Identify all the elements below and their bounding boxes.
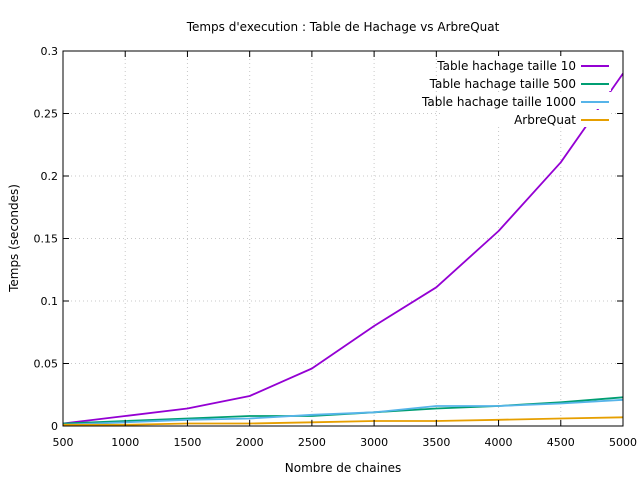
x-tick-label: 500	[53, 436, 74, 449]
x-tick-label: 3000	[360, 436, 388, 449]
x-tick-label: 4500	[547, 436, 575, 449]
grid-lines	[63, 51, 623, 426]
legend-entry-bg	[440, 74, 611, 91]
y-tick-label: 0.3	[41, 45, 59, 58]
legend-label: Table hachage taille 10	[436, 59, 576, 73]
x-tick-label: 3500	[422, 436, 450, 449]
legend-entry-bg	[440, 56, 611, 73]
axis-ticks	[62, 50, 624, 427]
x-tick-label: 4000	[485, 436, 513, 449]
y-tick-label: 0	[51, 420, 58, 433]
y-tick-label: 0.2	[41, 170, 59, 183]
series-lines	[62, 72, 624, 426]
legend-label: Table hachage taille 500	[429, 77, 576, 91]
legend-label: ArbreQuat	[514, 113, 576, 127]
y-tick-label: 0.15	[34, 233, 59, 246]
x-tick-label: 5000	[609, 436, 637, 449]
y-tick-label: 0.25	[34, 108, 59, 121]
x-axis-label: Nombre de chaines	[285, 461, 401, 475]
series-line-2	[62, 398, 624, 426]
y-axis-label: Temps (secondes)	[7, 184, 21, 293]
chart-title: Temps d'execution : Table de Hachage vs …	[186, 20, 500, 34]
legend-entry-bg	[440, 92, 611, 109]
legend-entry-bg	[440, 110, 611, 127]
x-tick-label: 2000	[236, 436, 264, 449]
y-tick-labels: 0 0.05 0.1 0.15 0.2 0.25 0.3	[34, 45, 59, 433]
series-line-0	[62, 72, 624, 425]
x-tick-label: 2500	[298, 436, 326, 449]
legend-label: Table hachage taille 1000	[421, 95, 576, 109]
x-tick-label: 1000	[111, 436, 139, 449]
y-tick-label: 0.1	[41, 295, 59, 308]
legend: Table hachage taille 10 Table hachage tai…	[421, 56, 611, 127]
x-tick-label: 1500	[173, 436, 201, 449]
y-tick-label: 0.05	[34, 358, 59, 371]
x-tick-labels: 500 1000 1500 2000 2500 3000 3500 4000 4500 5000	[53, 436, 638, 449]
series-line-3	[63, 416, 624, 426]
